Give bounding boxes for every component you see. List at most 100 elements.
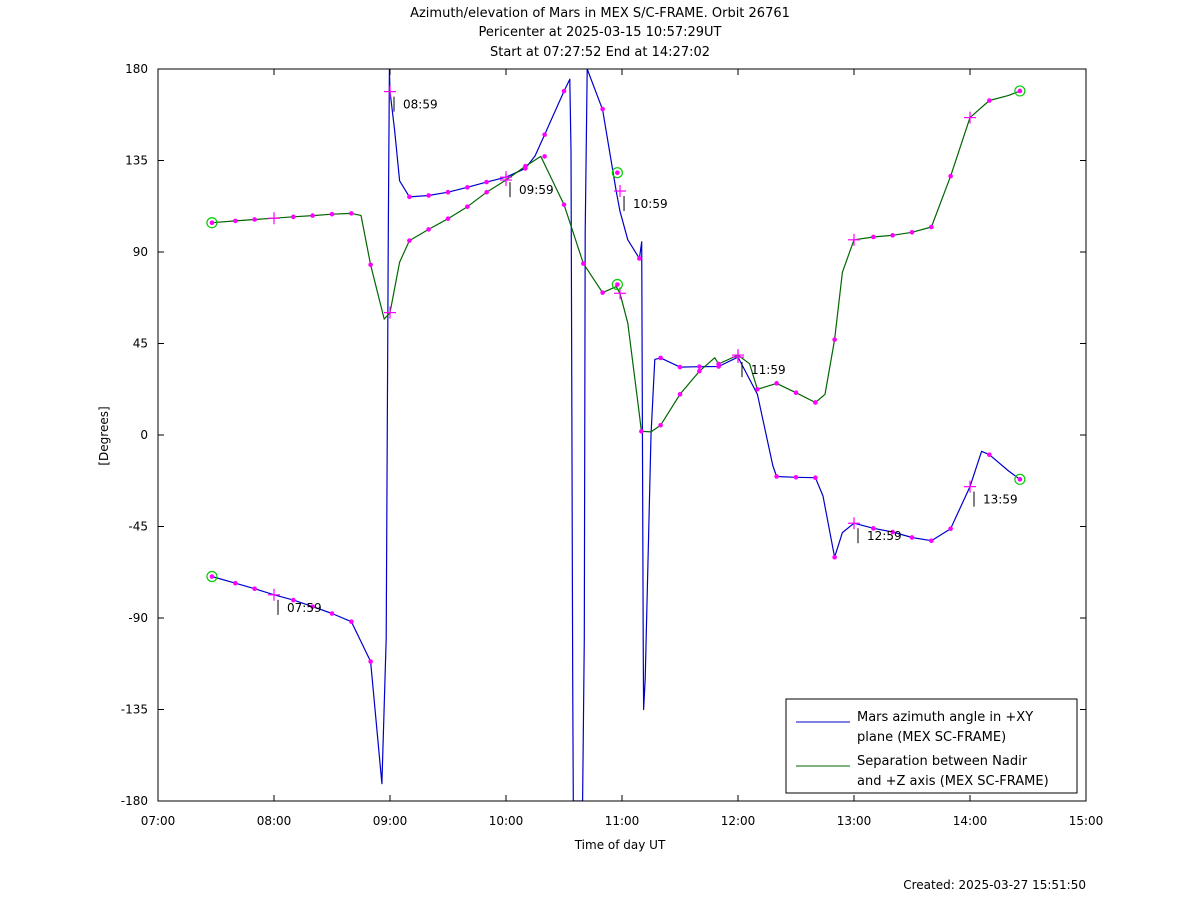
dot-marker <box>426 227 431 232</box>
cross-marker <box>964 480 976 493</box>
dot-marker <box>561 88 567 94</box>
dot-marker <box>233 218 238 224</box>
circle-marker <box>1014 85 1026 97</box>
dot-marker <box>465 204 470 209</box>
dot-marker <box>948 526 953 532</box>
dot-marker <box>368 659 373 664</box>
dot-marker <box>716 361 721 367</box>
y-tick-label: 90 <box>133 245 148 259</box>
y-axis-label: [Degrees] <box>97 406 111 465</box>
cross-marker <box>964 111 976 124</box>
x-axis-label: Time of day UT <box>574 838 666 852</box>
dot-marker <box>445 216 451 221</box>
circle-marker-dot <box>1017 88 1023 94</box>
dot-marker <box>542 154 547 159</box>
dot-marker <box>677 392 683 397</box>
dot-marker <box>465 185 470 190</box>
annotation-label: 12:59 <box>867 529 902 543</box>
circle-marker-dot <box>209 220 215 226</box>
x-tick-label: 13:00 <box>837 814 872 828</box>
y-tick-label: 180 <box>125 62 148 76</box>
series-line-0 <box>211 69 1021 801</box>
dot-marker <box>561 202 567 207</box>
dot-marker <box>871 526 876 531</box>
dot-marker <box>658 355 663 361</box>
chart-title-line-1: Azimuth/elevation of Mars in MEX S/C-FRA… <box>410 6 790 21</box>
annotation-label: 13:59 <box>983 493 1018 507</box>
dot-marker <box>233 580 238 586</box>
dot-marker <box>349 211 354 216</box>
dot-marker <box>329 611 335 616</box>
annotation-layer: 07:59 08:59 09:59 10:59 11:59 12:59 13:59 <box>277 96 1018 615</box>
dot-marker <box>987 98 992 103</box>
x-tick-label: 10:00 <box>489 814 524 828</box>
dot-marker <box>484 189 489 195</box>
dot-marker <box>774 381 779 386</box>
cross-marker <box>384 85 396 98</box>
series-line-1 <box>211 90 1021 433</box>
dot-marker <box>755 386 760 392</box>
circle-marker <box>206 217 218 229</box>
y-tick-label: -90 <box>128 611 148 625</box>
legend-label-separation-line-1: Separation between Nadir <box>857 754 1028 769</box>
dot-marker <box>637 256 642 261</box>
circle-marker-dot <box>209 574 215 579</box>
x-tick-label: 08:00 <box>257 814 292 828</box>
dot-marker <box>581 261 586 266</box>
dot-marker <box>890 233 895 238</box>
y-tick-label: 135 <box>125 154 148 168</box>
dot-marker <box>774 474 779 479</box>
dot-marker <box>832 554 837 560</box>
cross-marker <box>848 233 860 246</box>
cross-marker <box>614 185 627 197</box>
y-tick-label: -45 <box>128 520 148 534</box>
circle-marker <box>611 167 623 179</box>
legend-label-azimuth-line-2: plane (MEX SC-FRAME) <box>857 730 1006 745</box>
y-tick-label: -180 <box>121 794 148 808</box>
legend-box <box>785 698 1078 794</box>
chart-title-line-2: Pericenter at 2025-03-15 10:57:29UT <box>478 25 721 40</box>
dot-marker <box>697 364 702 369</box>
dot-marker <box>291 597 296 603</box>
dot-marker <box>407 194 412 200</box>
circle-marker <box>206 570 218 583</box>
dot-marker <box>793 474 799 480</box>
annotation-label: 08:59 <box>403 98 438 112</box>
dot-marker <box>484 179 489 185</box>
legend: Mars azimuth angle in +XY plane (MEX SC-… <box>785 698 1078 794</box>
dot-marker <box>948 173 953 179</box>
chart-title-line-3: Start at 07:27:52 End at 14:27:02 <box>490 45 710 60</box>
dot-marker <box>909 535 915 540</box>
x-tick-label: 14:00 <box>953 814 988 828</box>
dot-marker <box>890 529 895 535</box>
dot-marker <box>310 604 315 609</box>
y-tick-label: 0 <box>140 428 148 442</box>
legend-label-separation-line-2: and +Z axis (MEX SC-FRAME) <box>857 774 1049 789</box>
cross-marker <box>268 588 280 601</box>
cross-marker <box>848 517 860 530</box>
dot-marker <box>426 193 431 198</box>
plot-frame <box>157 68 1087 802</box>
tick-layer: 07:00 08:00 09:00 10:00 11:00 12:00 13:00 14:00… <box>121 62 1104 828</box>
legend-label-azimuth-line-1: Mars azimuth angle in +XY <box>857 710 1033 725</box>
annotation-label: 07:59 <box>287 601 322 615</box>
dot-marker <box>793 390 799 396</box>
dot-marker <box>658 422 663 428</box>
dot-marker <box>813 400 818 405</box>
y-tick-label: 45 <box>133 337 148 351</box>
dot-marker <box>697 368 702 374</box>
x-tick-label: 07:00 <box>141 814 176 828</box>
dot-marker <box>987 452 992 458</box>
marker-layer <box>206 85 1026 664</box>
circle-marker-dot <box>615 282 620 287</box>
dot-marker <box>445 189 451 195</box>
dot-marker <box>349 619 354 624</box>
x-tick-label: 12:00 <box>721 814 756 828</box>
dot-marker <box>252 586 257 592</box>
dot-marker <box>329 211 335 217</box>
dot-marker <box>600 106 605 112</box>
dot-marker <box>368 262 373 268</box>
x-tick-label: 11:00 <box>605 814 640 828</box>
cross-marker <box>500 174 512 187</box>
